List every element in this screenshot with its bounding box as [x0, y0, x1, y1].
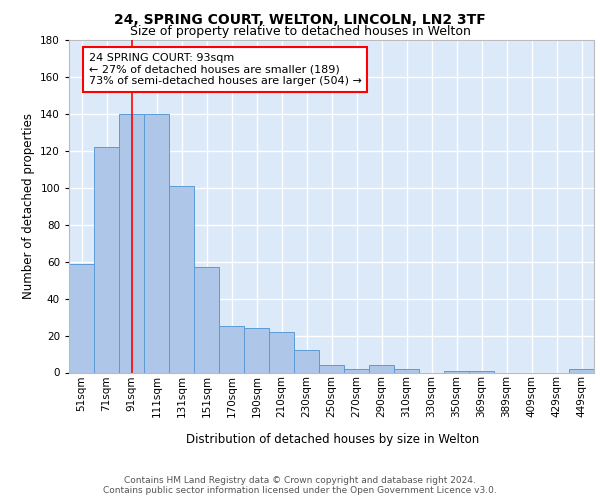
- Bar: [444, 370, 469, 372]
- Bar: [269, 332, 294, 372]
- Text: Contains HM Land Registry data © Crown copyright and database right 2024.
Contai: Contains HM Land Registry data © Crown c…: [103, 476, 497, 495]
- Bar: [319, 365, 344, 372]
- Text: Size of property relative to detached houses in Welton: Size of property relative to detached ho…: [130, 25, 470, 38]
- Bar: [244, 328, 269, 372]
- Bar: [69, 264, 94, 372]
- Bar: [344, 369, 369, 372]
- Text: Distribution of detached houses by size in Welton: Distribution of detached houses by size …: [187, 432, 479, 446]
- Bar: [369, 365, 394, 372]
- Bar: [469, 370, 494, 372]
- Bar: [569, 369, 594, 372]
- Bar: [194, 267, 219, 372]
- Bar: [144, 114, 169, 372]
- Bar: [169, 186, 194, 372]
- Bar: [394, 369, 419, 372]
- Text: 24, SPRING COURT, WELTON, LINCOLN, LN2 3TF: 24, SPRING COURT, WELTON, LINCOLN, LN2 3…: [114, 12, 486, 26]
- Bar: [94, 147, 119, 372]
- Y-axis label: Number of detached properties: Number of detached properties: [22, 114, 35, 299]
- Bar: [119, 114, 144, 372]
- Bar: [219, 326, 244, 372]
- Bar: [294, 350, 319, 372]
- Text: 24 SPRING COURT: 93sqm
← 27% of detached houses are smaller (189)
73% of semi-de: 24 SPRING COURT: 93sqm ← 27% of detached…: [89, 53, 362, 86]
